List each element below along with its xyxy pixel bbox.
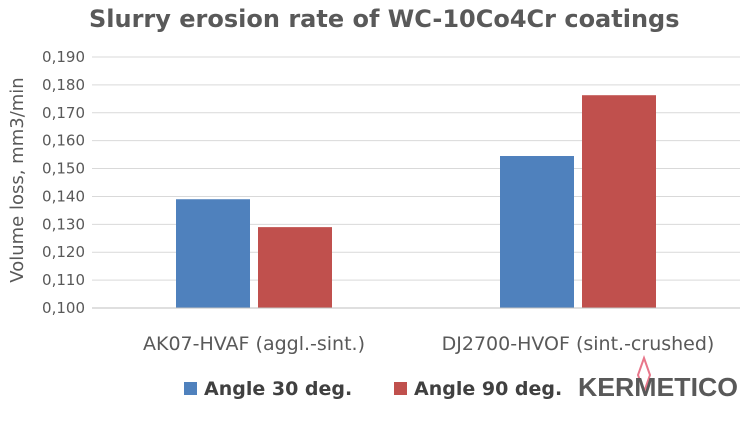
bars <box>176 95 656 308</box>
y-axis-label: Volume loss, mm3/min <box>7 77 28 282</box>
logo-text: KERMETICO <box>578 372 738 402</box>
y-tick-label: 0,160 <box>42 132 85 150</box>
legend-swatch <box>184 382 197 395</box>
x-tick-label: DJ2700-HVOF (sint.-crushed) <box>442 333 715 355</box>
diamond-flame-icon <box>636 354 652 396</box>
y-tick-label: 0,190 <box>42 48 85 66</box>
chart-title: Slurry erosion rate of WC-10Co4Cr coatin… <box>89 5 680 33</box>
legend-label: Angle 90 deg. <box>414 378 562 400</box>
bar <box>500 156 574 308</box>
y-tick-label: 0,170 <box>42 104 85 122</box>
x-axis-ticks: AK07-HVAF (aggl.-sint.) DJ2700-HVOF (sint… <box>143 333 714 355</box>
kermetico-logo: KERMETICO <box>578 354 738 402</box>
y-tick-label: 0,110 <box>42 271 85 289</box>
y-tick-label: 0,120 <box>42 243 85 261</box>
y-axis-ticks: 0,100 0,110 0,120 0,130 0,140 0,150 0,160 0,170… <box>42 48 85 317</box>
legend-label: Angle 30 deg. <box>204 378 352 400</box>
y-tick-label: 0,180 <box>42 76 85 94</box>
bar <box>582 95 656 308</box>
x-tick-label: AK07-HVAF (aggl.-sint.) <box>143 333 365 355</box>
y-tick-label: 0,130 <box>42 215 85 233</box>
legend: Angle 30 deg. Angle 90 deg. <box>184 378 562 400</box>
y-tick-label: 0,140 <box>42 187 85 205</box>
bar <box>258 227 332 308</box>
bar <box>176 199 250 308</box>
legend-swatch <box>394 382 407 395</box>
y-tick-label: 0,100 <box>42 299 85 317</box>
y-tick-label: 0,150 <box>42 160 85 178</box>
